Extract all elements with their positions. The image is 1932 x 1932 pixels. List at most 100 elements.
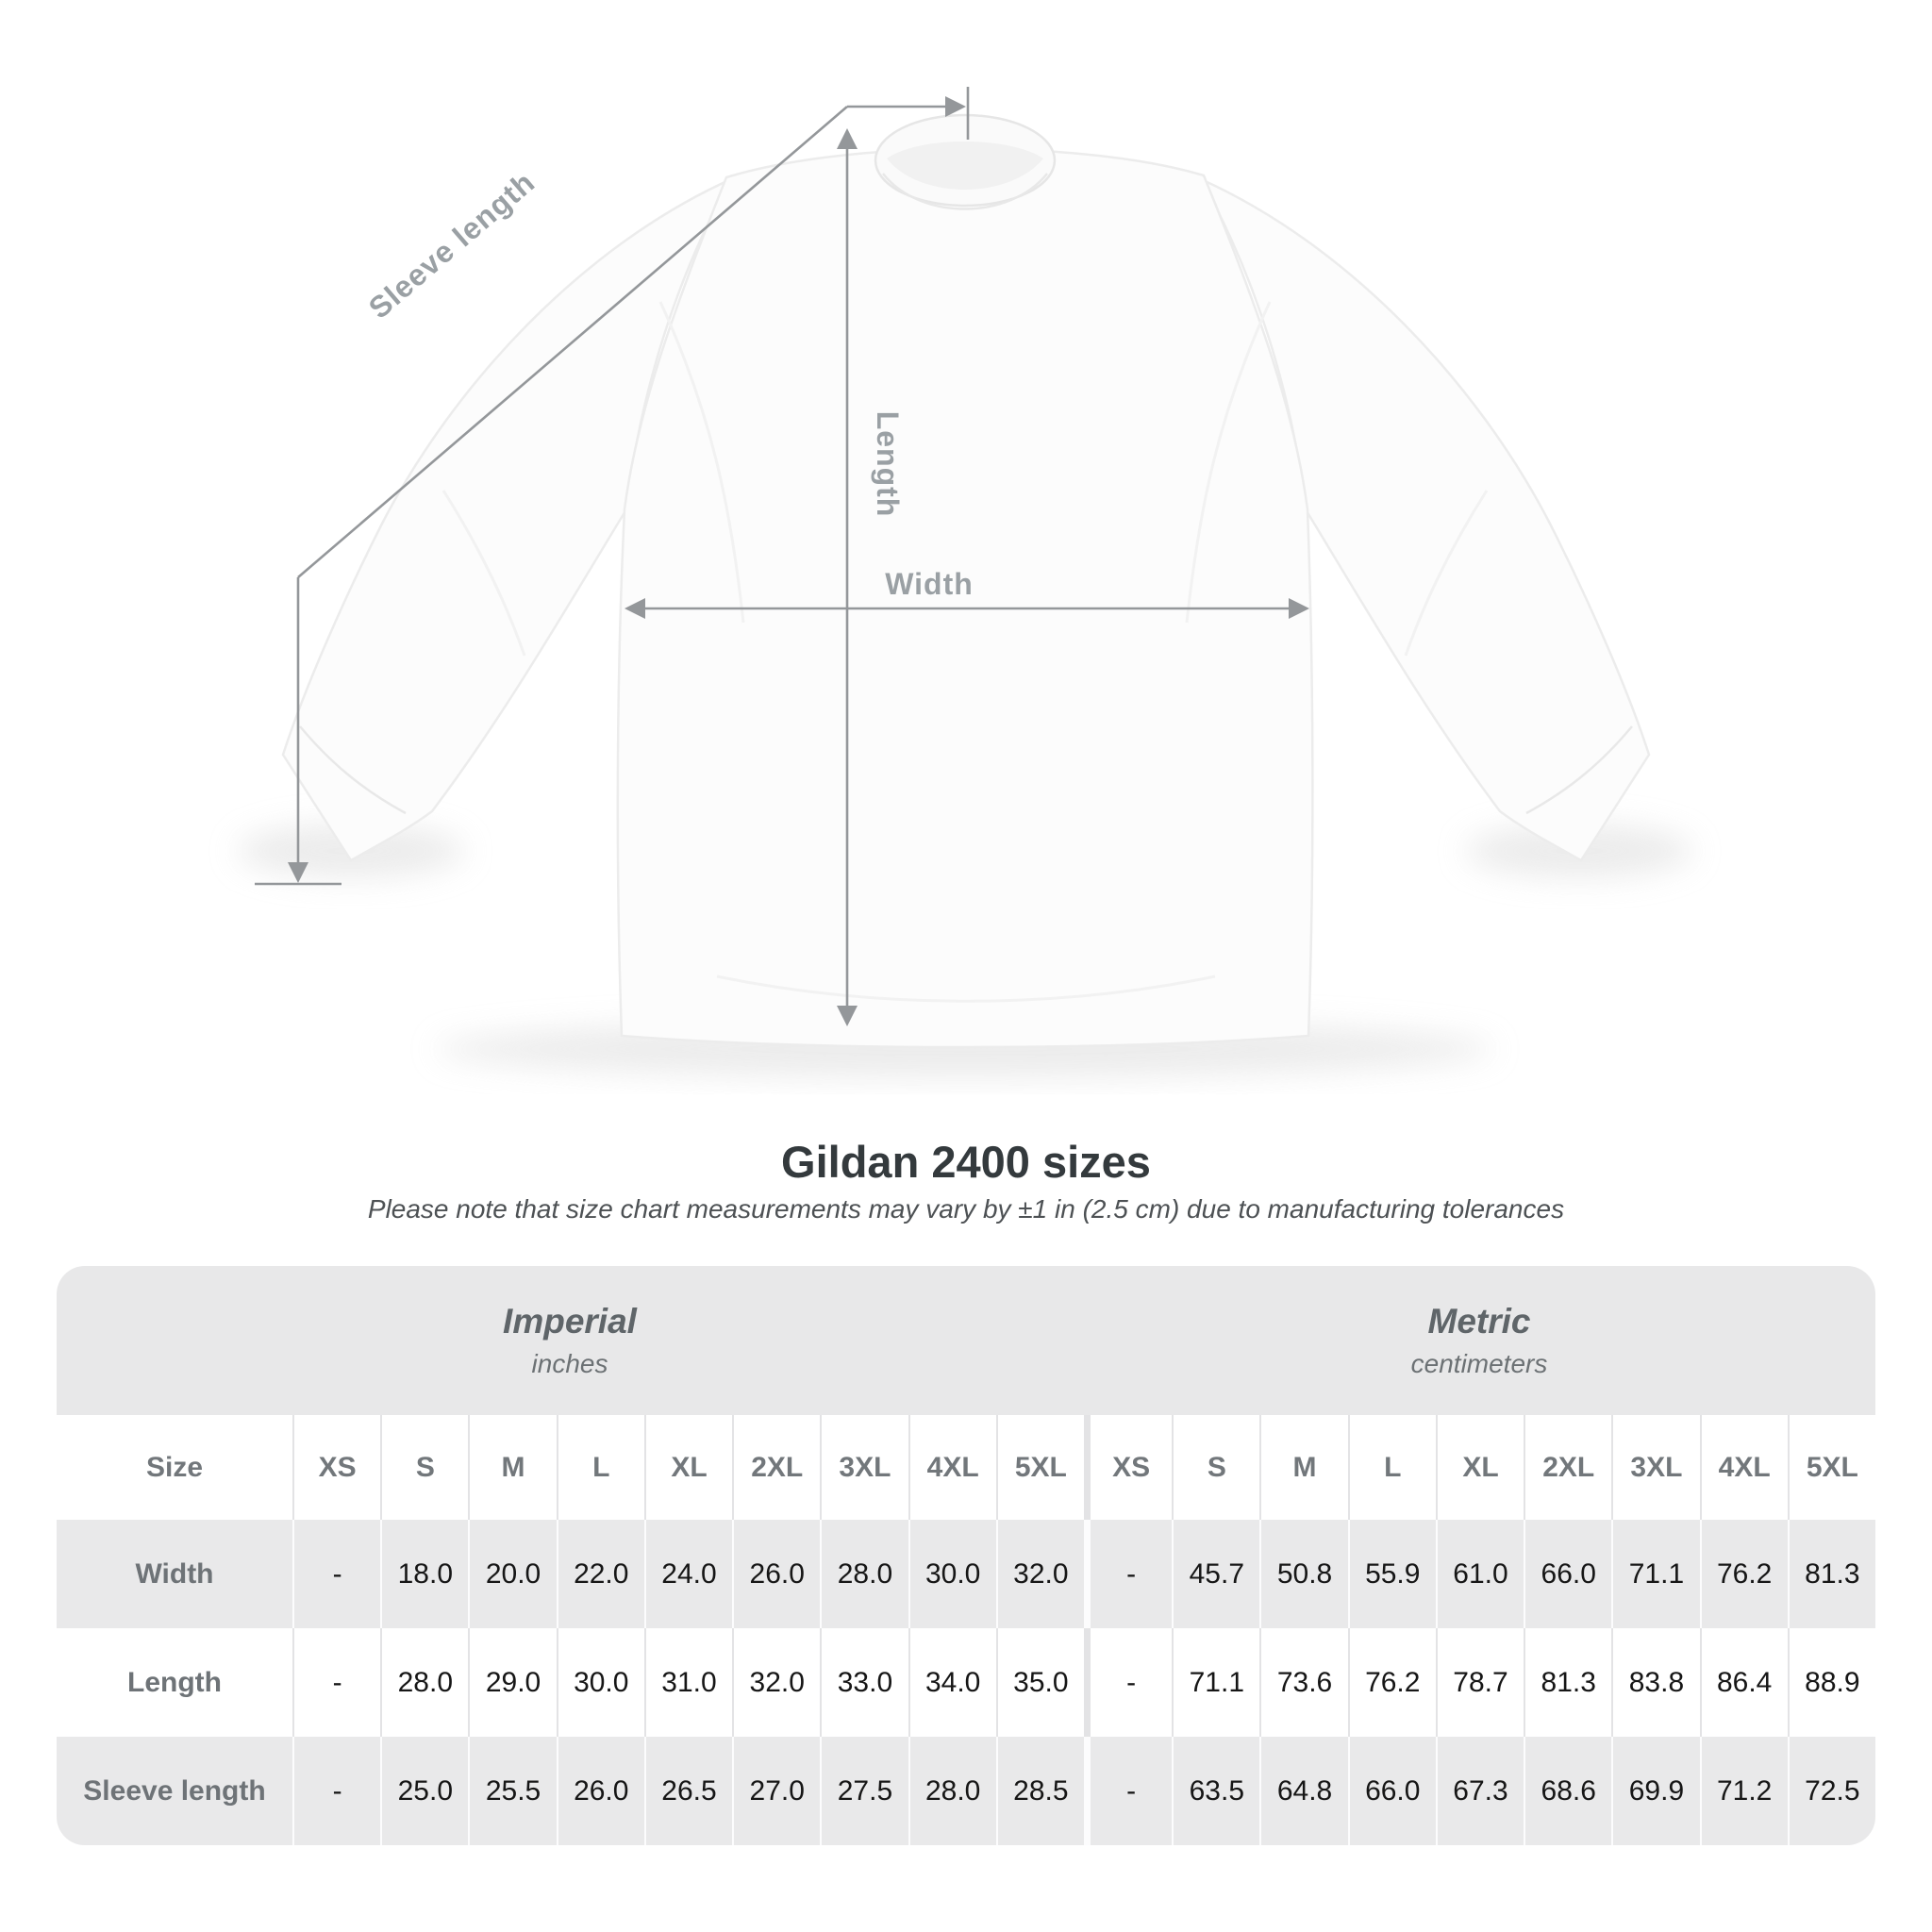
size-column-header: M (1259, 1415, 1347, 1520)
table-cell: 27.5 (820, 1737, 908, 1845)
table-row: Sleeve length -25.0 25.5 26.0 26.5 27.0 27.5 28… (57, 1737, 1875, 1845)
row-label: Width (135, 1557, 214, 1590)
shirt-crease (1185, 301, 1272, 624)
width-measure: Width (625, 567, 1309, 619)
table-cell: 71.2 (1699, 1737, 1788, 1845)
table-cell: - (1083, 1628, 1172, 1737)
table-cell: 76.2 (1347, 1628, 1436, 1737)
table-cell: 78.7 (1435, 1628, 1524, 1737)
table-cell: 81.3 (1787, 1520, 1875, 1628)
size-header-label: Size (145, 1451, 204, 1483)
table-cell: 76.2 (1699, 1520, 1788, 1628)
size-column-header: M (468, 1415, 556, 1520)
metric-unit: centimeters (1410, 1349, 1548, 1378)
table-cell: 25.0 (380, 1737, 468, 1845)
table-cell: 71.1 (1611, 1520, 1699, 1628)
shirt-crease (1404, 490, 1489, 657)
table-cell: 88.9 (1787, 1628, 1875, 1737)
table-cell: 26.0 (732, 1520, 820, 1628)
size-column-header: 3XL (1611, 1415, 1699, 1520)
size-column-header: 2XL (1524, 1415, 1611, 1520)
unit-header-band: Imperial inches Metric centimeters (57, 1266, 1875, 1415)
table-cell: 73.6 (1259, 1628, 1347, 1737)
table-cell: 25.5 (468, 1737, 556, 1845)
table-cell: 18.0 (380, 1520, 468, 1628)
table-cell: 28.5 (995, 1737, 1084, 1845)
table-cell: 31.0 (643, 1628, 732, 1737)
table-cell: 55.9 (1347, 1520, 1436, 1628)
table-cell: 29.0 (468, 1628, 556, 1737)
table-cell: 26.5 (643, 1737, 732, 1845)
size-column-header: 5XL (995, 1415, 1084, 1520)
size-column-header: 5XL (1787, 1415, 1875, 1520)
size-column-header: XL (643, 1415, 732, 1520)
table-cell: 33.0 (820, 1628, 908, 1737)
table-cell: 66.0 (1524, 1520, 1611, 1628)
size-column-header: XL (1435, 1415, 1524, 1520)
table-cell: 61.0 (1435, 1520, 1524, 1628)
table-cell: - (1083, 1737, 1172, 1845)
table-cell: 28.0 (380, 1628, 468, 1737)
size-column-header: L (1347, 1415, 1436, 1520)
width-label: Width (885, 567, 974, 601)
metric-title: Metric (1427, 1302, 1531, 1341)
shirt-body (616, 147, 1314, 1049)
table-cell: 81.3 (1524, 1628, 1611, 1737)
table-cell: 63.5 (1172, 1737, 1259, 1845)
metric-section-header: Metric centimeters (1083, 1266, 1875, 1415)
table-cell: 86.4 (1699, 1628, 1788, 1737)
imperial-section-header: Imperial inches (57, 1266, 1083, 1415)
table-cell: 64.8 (1259, 1737, 1347, 1845)
table-cell: 71.1 (1172, 1628, 1259, 1737)
shirt-crease (658, 301, 745, 624)
table-cell: 24.0 (643, 1520, 732, 1628)
page-title: Gildan 2400 sizes (781, 1137, 1151, 1187)
table-cell: 30.0 (908, 1520, 996, 1628)
size-table: Imperial inches Metric centimeters Size … (57, 1266, 1875, 1845)
table-cell: 50.8 (1259, 1520, 1347, 1628)
table-rows: Width -18.0 20.0 22.0 24.0 26.0 28.0 30.0 32.0-4… (57, 1520, 1875, 1845)
size-column-header: L (556, 1415, 644, 1520)
table-row: Width -18.0 20.0 22.0 24.0 26.0 28.0 30.0 32.0-4… (57, 1520, 1875, 1628)
table-cell: 67.3 (1435, 1737, 1524, 1845)
table-cell: 22.0 (556, 1520, 644, 1628)
table-cell: - (1083, 1520, 1172, 1628)
size-column-header: XS (292, 1415, 380, 1520)
table-cell: 20.0 (468, 1520, 556, 1628)
size-column-header: 2XL (732, 1415, 820, 1520)
table-cell: 28.0 (820, 1520, 908, 1628)
size-column-header: 4XL (1699, 1415, 1788, 1520)
table-cell: 26.0 (556, 1737, 644, 1845)
shirt-collar-seam (882, 173, 1048, 210)
table-cell: 27.0 (732, 1737, 820, 1845)
row-label: Length (127, 1666, 222, 1698)
table-cell: 32.0 (732, 1628, 820, 1737)
table-cell: - (292, 1737, 380, 1845)
table-cell: 32.0 (995, 1520, 1084, 1628)
table-cell: - (292, 1520, 380, 1628)
row-label: Sleeve length (83, 1774, 266, 1807)
table-cell: 69.9 (1611, 1737, 1699, 1845)
table-cell: 68.6 (1524, 1737, 1611, 1845)
table-cell: 34.0 (908, 1628, 996, 1737)
shirt-neck-opening (887, 142, 1043, 190)
length-measure: Length (837, 128, 905, 1026)
size-header-row: Size XS S M L XL 2XL 3XL 4XL 5XL XS S M L XL 2XL 3XL 4XL… (57, 1415, 1875, 1520)
shirt-crease (441, 490, 526, 657)
table-row: Length -28.0 29.0 30.0 31.0 32.0 33.0 34.0 35.0-… (57, 1628, 1875, 1737)
shirt-left-cuff-seam (299, 725, 407, 815)
size-column-header: 4XL (908, 1415, 996, 1520)
imperial-unit: inches (531, 1349, 608, 1378)
table-cell: 72.5 (1787, 1737, 1875, 1845)
table-cell: 45.7 (1172, 1520, 1259, 1628)
table-cell: 35.0 (995, 1628, 1084, 1737)
table-cell: 83.8 (1611, 1628, 1699, 1737)
length-label: Length (871, 411, 905, 518)
table-cell: 66.0 (1347, 1737, 1436, 1845)
table-cell: 30.0 (556, 1628, 644, 1737)
tolerance-note: Please note that size chart measurements… (367, 1194, 1565, 1224)
shirt-crease (716, 974, 1216, 1003)
long-sleeve-shirt-illustration: Sleeve length Length Width (238, 87, 1692, 1077)
imperial-title: Imperial (503, 1302, 637, 1341)
